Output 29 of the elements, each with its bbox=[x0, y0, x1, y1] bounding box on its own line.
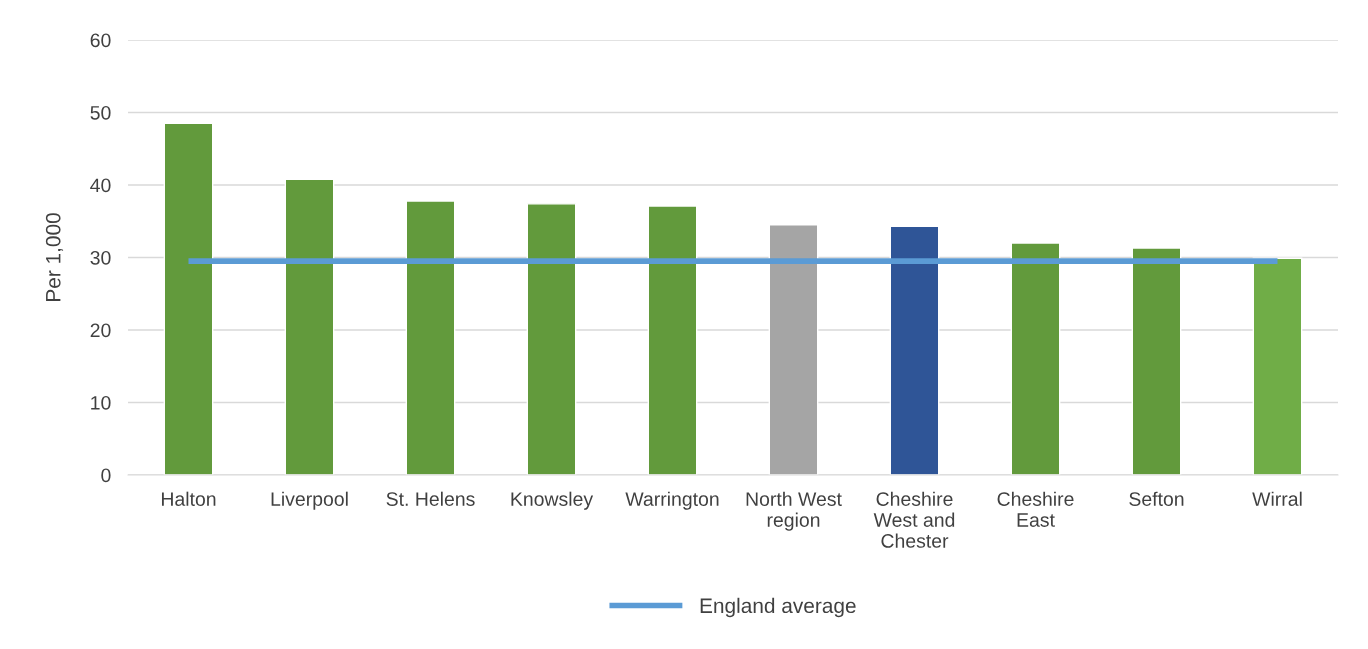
x-tick-label: Warrington bbox=[625, 491, 719, 510]
y-tick-label: 10 bbox=[91, 395, 111, 410]
bar bbox=[647, 205, 698, 475]
x-tick-label: St. Helens bbox=[386, 491, 475, 506]
legend-label: England average bbox=[700, 597, 856, 618]
y-tick-label: 40 bbox=[90, 178, 111, 193]
bar bbox=[526, 203, 577, 475]
bar bbox=[405, 200, 456, 475]
y-tick-label: 20 bbox=[90, 323, 111, 338]
x-tick-label: Liverpool bbox=[271, 491, 348, 510]
x-tick-label: Knowsley bbox=[511, 491, 594, 510]
y-tick-label: 50 bbox=[90, 105, 111, 120]
bar bbox=[889, 225, 940, 475]
bar bbox=[163, 122, 214, 475]
bar bbox=[1252, 257, 1303, 475]
y-axis-title: Per 1,000 bbox=[45, 213, 64, 301]
bar bbox=[1131, 247, 1182, 475]
x-tick-label: Sefton bbox=[1129, 491, 1184, 506]
x-tick-label: Halton bbox=[161, 491, 216, 506]
x-tick-label: Wirral bbox=[1252, 491, 1302, 506]
bar bbox=[284, 178, 335, 475]
x-tick-label: North West region bbox=[746, 491, 842, 531]
y-tick-label: 60 bbox=[90, 33, 111, 48]
bar bbox=[1010, 242, 1061, 475]
x-tick-label: Cheshire East bbox=[997, 491, 1074, 527]
x-tick-label: Cheshire West and Chester bbox=[873, 491, 955, 548]
bar bbox=[768, 224, 819, 475]
y-tick-label: 30 bbox=[90, 250, 111, 265]
y-tick-label: 0 bbox=[101, 468, 111, 483]
